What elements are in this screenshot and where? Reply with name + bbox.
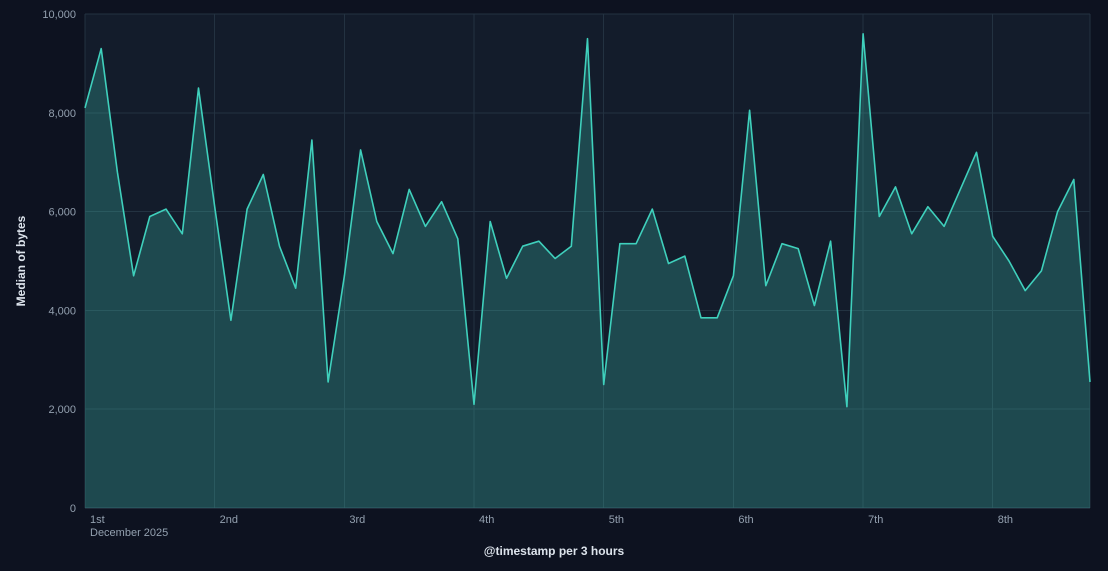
y-tick-label: 10,000 bbox=[42, 9, 76, 21]
x-tick-label: 5th bbox=[609, 514, 624, 526]
y-tick-labels: 0 2,000 4,000 6,000 8,000 10,000 bbox=[42, 9, 76, 515]
x-tick-label: 7th bbox=[868, 514, 883, 526]
series-line bbox=[84, 33, 1091, 408]
y-tick-label: 2,000 bbox=[48, 404, 76, 416]
x-tick-sublabel: December 2025 bbox=[90, 527, 168, 539]
y-tick-label: 4,000 bbox=[48, 305, 76, 317]
x-tick-label: 3rd bbox=[349, 514, 365, 526]
x-axis-title: @timestamp per 3 hours bbox=[483, 544, 625, 558]
x-tick-label: 8th bbox=[998, 514, 1013, 526]
x-tick-label: 4th bbox=[479, 514, 494, 526]
vertical-gridlines bbox=[84, 14, 994, 508]
y-axis-title: Median of bytes bbox=[14, 215, 28, 307]
series-area-fill bbox=[85, 33, 1090, 509]
x-tick-label: 2nd bbox=[220, 514, 238, 526]
x-tick-label: 1st bbox=[90, 514, 105, 526]
y-tick-label: 0 bbox=[70, 503, 76, 515]
y-tick-label: 8,000 bbox=[48, 108, 76, 120]
x-tick-label: 6th bbox=[738, 514, 753, 526]
plot-background bbox=[85, 14, 1090, 508]
y-tick-label: 6,000 bbox=[48, 207, 76, 219]
